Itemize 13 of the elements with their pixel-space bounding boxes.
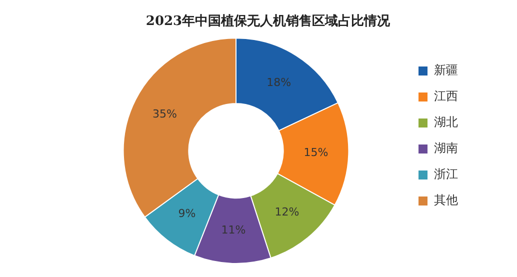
data-label: 12% xyxy=(274,205,300,218)
legend-label: 新疆 xyxy=(434,63,458,78)
chart-title: 2023年中国植保无人机销售区域占比情况 xyxy=(146,14,392,30)
data-label: 11% xyxy=(221,224,246,237)
legend-label: 湖南 xyxy=(434,141,458,156)
legend-label: 湖北 xyxy=(434,115,458,130)
legend-label: 其他 xyxy=(434,193,458,208)
data-label: 35% xyxy=(152,107,177,120)
data-label: 9% xyxy=(178,206,196,220)
data-label: 15% xyxy=(304,146,328,160)
legend-label: 江西 xyxy=(434,89,458,104)
legend-label: 浙江 xyxy=(434,167,458,182)
data-label: 18% xyxy=(266,76,292,90)
